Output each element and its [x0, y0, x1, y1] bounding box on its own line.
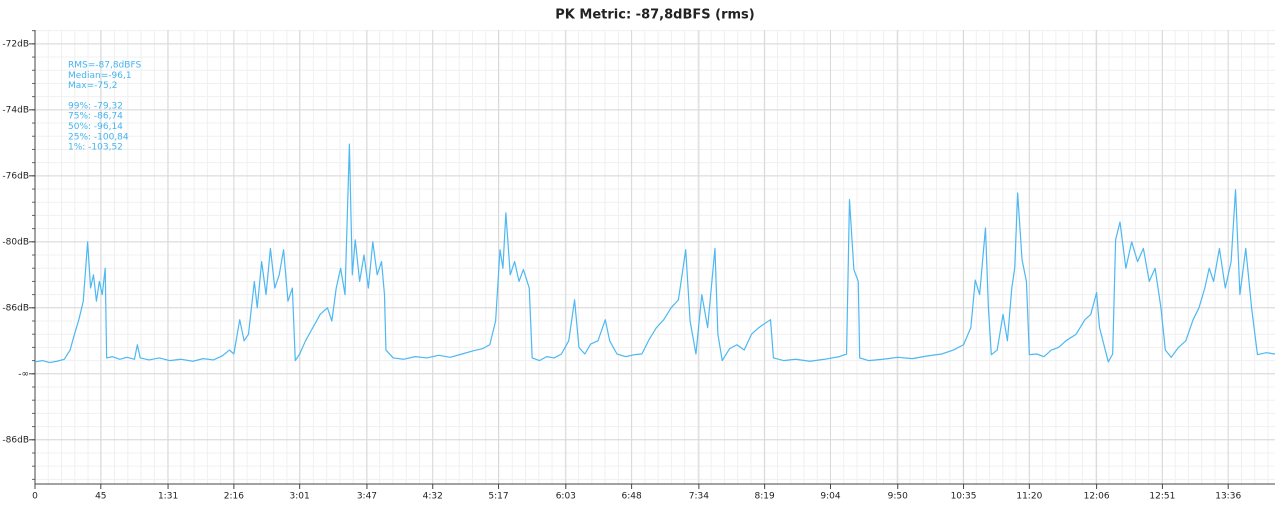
x-tick-label: 0: [32, 492, 38, 502]
x-tick-label: 5:17: [488, 492, 508, 502]
stat-annotation: 25%: -100,84: [68, 132, 129, 142]
x-tick-label: 6:03: [556, 492, 576, 502]
x-tick-label: 8:19: [755, 492, 775, 502]
y-tick-label: -∞: [18, 369, 29, 379]
x-tick-label: 11:20: [1016, 492, 1042, 502]
x-tick-label: 1:31: [158, 492, 178, 502]
y-tick-label: -86dB: [2, 435, 29, 445]
x-tick-label: 12:51: [1149, 492, 1175, 502]
x-tick-label: 10:35: [951, 492, 977, 502]
stat-annotation: Max=-75,2: [68, 81, 117, 91]
stat-annotation: 50%: -96,14: [68, 122, 123, 132]
x-tick-label: 4:32: [423, 492, 443, 502]
y-tick-label: -86dB: [2, 303, 29, 313]
x-tick-label: 9:04: [820, 492, 840, 502]
stat-annotation: 99%: -79,32: [68, 101, 123, 111]
x-tick-label: 9:50: [888, 492, 908, 502]
x-tick-label: 2:16: [224, 492, 244, 502]
x-tick-label: 7:34: [689, 492, 709, 502]
x-tick-label: 6:48: [621, 492, 641, 502]
x-tick-label: 3:01: [290, 492, 310, 502]
signal-line: [34, 143, 1276, 364]
plot-area: [35, 30, 1275, 484]
y-tick-label: -80dB: [2, 237, 29, 247]
x-tick-label: 3:47: [357, 492, 377, 502]
y-tick-label: -74dB: [2, 105, 29, 115]
y-tick-label: -72dB: [2, 39, 29, 49]
stat-annotation: RMS=-87,8dBFS: [68, 61, 141, 71]
x-tick-label: 13:36: [1215, 492, 1241, 502]
y-tick-label: -76dB: [2, 171, 29, 181]
chart-title: PK Metric: -87,8dBFS (rms): [555, 8, 754, 23]
x-tick-label: 12:06: [1084, 492, 1110, 502]
stat-annotation: 1%: -103,52: [68, 143, 123, 153]
stat-annotation: 75%: -86,74: [68, 112, 123, 122]
stat-annotation: Median=-96,1: [68, 71, 132, 81]
x-tick-label: 45: [95, 492, 106, 502]
